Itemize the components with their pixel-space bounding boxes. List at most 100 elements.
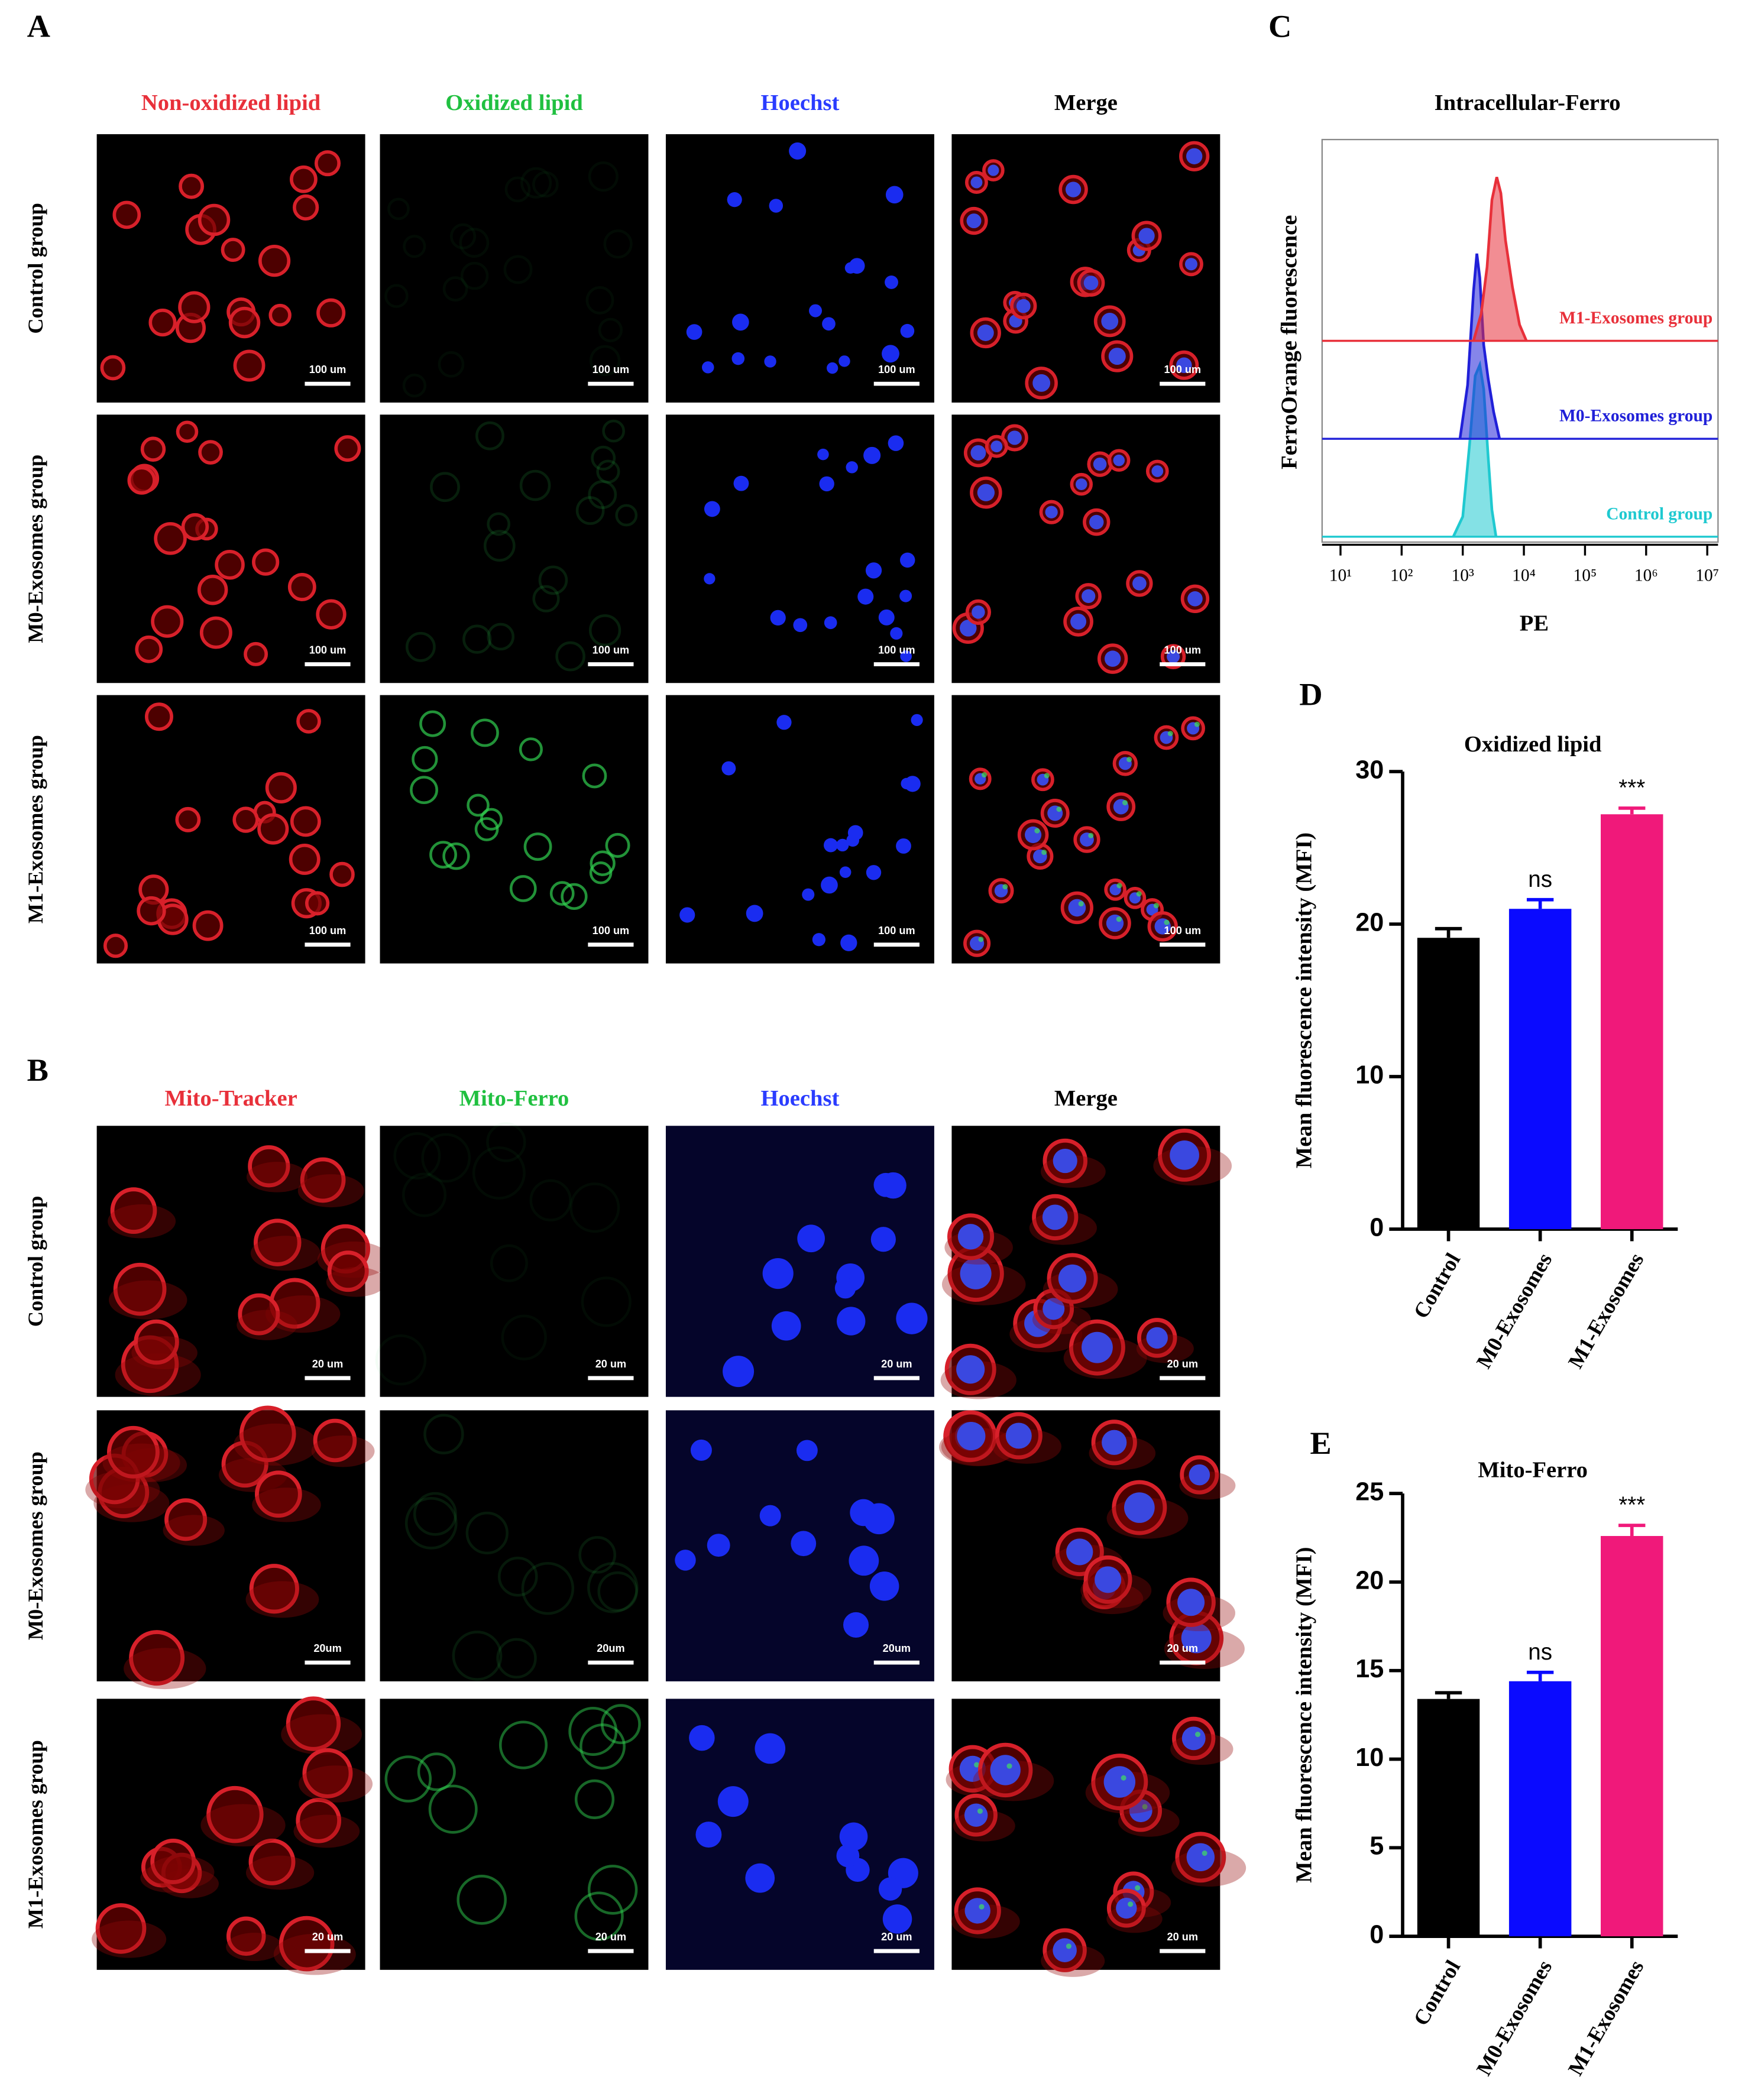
bar [1508, 909, 1572, 1229]
cell [375, 1334, 427, 1386]
scale-bar-label: 20 um [881, 1358, 912, 1370]
green-signal [1088, 832, 1094, 838]
nucleus [776, 715, 792, 730]
green-signal [1202, 1850, 1207, 1856]
green-signal [979, 1904, 985, 1910]
scale-bar-label: 100 um [878, 925, 915, 936]
x-tick-label: 10⁴ [1512, 566, 1536, 585]
column-label: Non-oxidized lipid [141, 90, 321, 115]
nucleus [878, 1877, 902, 1901]
significance: *** [1618, 1492, 1645, 1518]
nucleus [1075, 478, 1087, 490]
nucleus [1103, 1766, 1136, 1798]
cell [413, 1492, 457, 1536]
green-signal [1002, 884, 1008, 890]
cell [293, 194, 319, 221]
green-signal [1167, 731, 1173, 737]
micrograph [938, 1410, 1245, 1681]
micrograph-background [665, 695, 934, 964]
nucleus [675, 1550, 696, 1571]
green-signal [1056, 806, 1062, 812]
cell [279, 1916, 335, 1972]
nucleus [1181, 1623, 1212, 1654]
nucleus [896, 1302, 928, 1334]
nucleus [704, 501, 720, 517]
cell [588, 161, 619, 192]
cell [450, 223, 477, 249]
nucleus [1102, 1430, 1127, 1455]
cell-body [115, 1353, 201, 1396]
x-tick-label: M0-Exosomes [1472, 1249, 1557, 1373]
nucleus [731, 352, 745, 365]
cell [474, 817, 499, 841]
series-label: M1-Exosomes group [1559, 309, 1712, 328]
nucleus [896, 838, 911, 854]
green-signal [1066, 1943, 1071, 1949]
scale-bar-label: 100 um [1164, 644, 1202, 656]
cell [429, 841, 457, 869]
nucleus [846, 461, 858, 474]
cell [598, 317, 623, 342]
cell [471, 718, 499, 747]
nucleus [960, 620, 977, 637]
scale-bar-label: 20um [597, 1642, 624, 1654]
cell [532, 171, 559, 198]
cell [588, 480, 617, 510]
cell [467, 793, 490, 817]
cell [179, 173, 205, 199]
cell [402, 373, 427, 398]
cell [258, 245, 291, 277]
cell [135, 635, 163, 663]
nucleus [911, 714, 923, 726]
scale-bar-label: 20 um [1167, 1358, 1198, 1370]
green-signal [1116, 916, 1122, 922]
cell-body [92, 1920, 167, 1958]
nucleus [704, 573, 716, 585]
nucleus [888, 435, 904, 451]
cell [519, 469, 551, 501]
cell [329, 861, 355, 887]
cell [501, 1314, 547, 1360]
cell-body [102, 1443, 180, 1483]
nucleus [885, 186, 904, 204]
green-signal [1116, 883, 1122, 889]
green-signal [1194, 721, 1200, 727]
nucleus [707, 1534, 730, 1557]
cell [410, 776, 438, 805]
cell [442, 276, 468, 302]
cell-body [246, 1162, 308, 1192]
series-label: M0-Exosomes group [1559, 407, 1712, 426]
nucleus [1108, 348, 1126, 365]
nucleus [769, 199, 784, 213]
cell [561, 883, 588, 910]
y-tick-label: 0 [1370, 1213, 1384, 1242]
nucleus [882, 345, 899, 363]
nucleus [1106, 914, 1124, 932]
micrograph [96, 695, 365, 964]
nucleus [689, 1725, 715, 1751]
cell [504, 176, 531, 203]
cell [239, 1405, 296, 1463]
micrograph-background [380, 1699, 649, 1970]
micrograph-background [380, 414, 649, 683]
nucleus [1189, 1464, 1210, 1486]
bar [1601, 814, 1663, 1229]
micrograph [85, 1405, 375, 1690]
nucleus [839, 1822, 868, 1851]
scale-bar-label: 100 um [309, 925, 347, 936]
cell [532, 585, 560, 612]
cell [483, 530, 516, 562]
micrograph [665, 1126, 934, 1397]
nucleus [759, 1505, 781, 1527]
cell [521, 1561, 575, 1615]
cell-body [293, 1814, 360, 1848]
x-tick-label: M1-Exosomes [1563, 1956, 1649, 2080]
y-tick-label: 5 [1370, 1832, 1384, 1861]
nucleus [988, 164, 999, 176]
cell [605, 832, 630, 858]
micrograph-background [96, 695, 365, 964]
nucleus [904, 776, 921, 792]
nucleus [840, 934, 857, 951]
green-signal [1142, 1804, 1148, 1810]
